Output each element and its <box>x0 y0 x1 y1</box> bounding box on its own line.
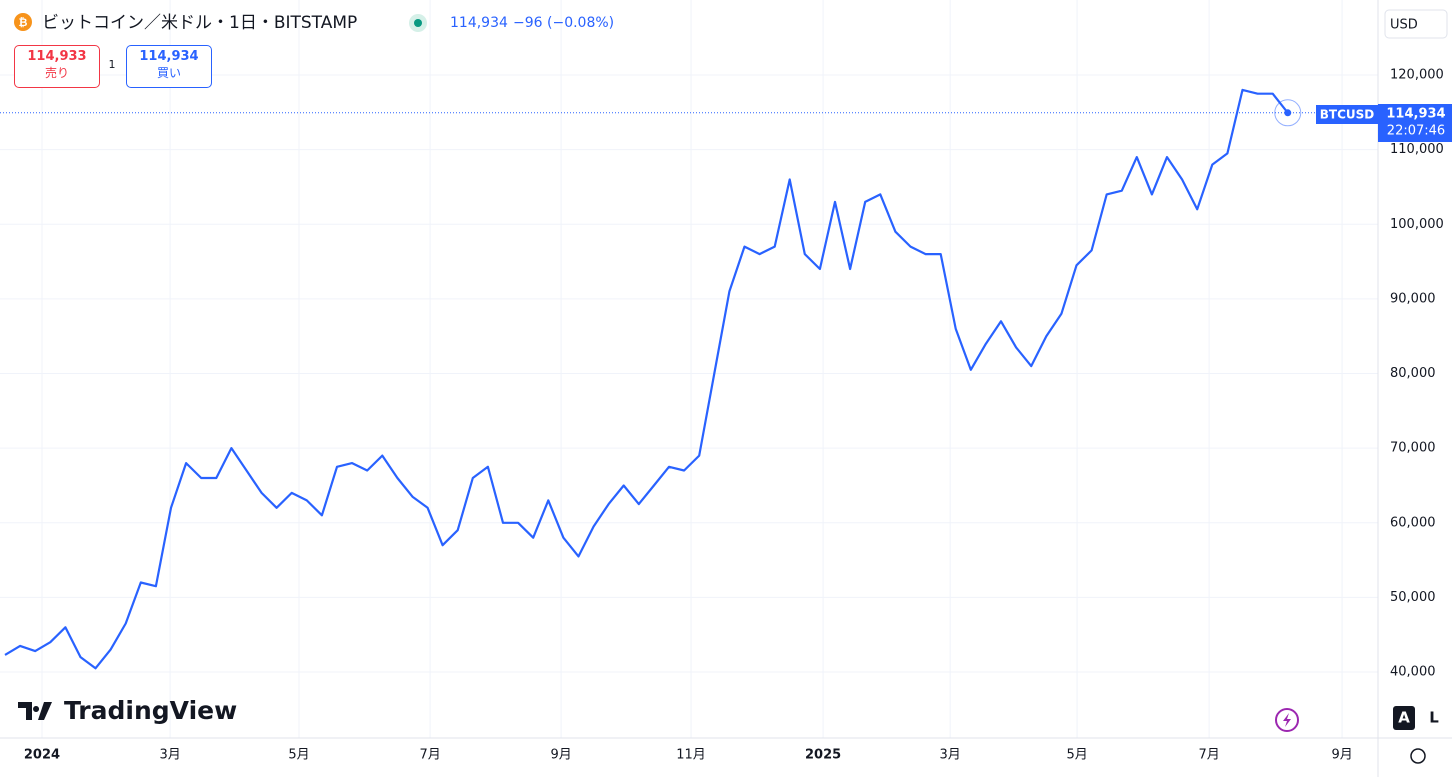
x-tick-label: 2025 <box>805 748 841 763</box>
settings-button[interactable] <box>1410 748 1426 764</box>
flash-icon <box>1283 713 1291 727</box>
buy-price: 114,934 <box>139 49 199 64</box>
y-tick-label: 110,000 <box>1390 142 1444 157</box>
log-label: L <box>1429 709 1439 727</box>
price-tag-price: 114,934 <box>1386 107 1445 122</box>
price-tag <box>1378 104 1452 142</box>
sell-button[interactable]: 114,933 売り <box>14 45 100 88</box>
logo-text: TradingView <box>64 696 237 725</box>
auto-label: A <box>1398 709 1410 727</box>
coin-symbol: ₿ <box>19 16 28 29</box>
symbol-tag-text: BTCUSD <box>1320 108 1375 122</box>
x-tick-label: 3月 <box>940 748 961 763</box>
x-tick-label: 9月 <box>1331 748 1352 763</box>
symbol-tag <box>1316 105 1378 124</box>
price-tag-countdown: 22:07:46 <box>1387 124 1445 139</box>
change: −96 (−0.08%) <box>513 15 614 31</box>
y-tick-label: 60,000 <box>1390 515 1436 530</box>
sell-price: 114,933 <box>27 49 87 64</box>
currency: USD <box>1390 18 1418 33</box>
x-tick-label: 5月 <box>288 748 309 763</box>
sell-label: 売り <box>44 66 69 80</box>
last-point-halo <box>1274 99 1302 127</box>
x-tick-label: 5月 <box>1066 748 1087 763</box>
buy-button[interactable]: 114,934 買い <box>126 45 212 88</box>
currency-select[interactable] <box>1384 9 1448 39</box>
buy-label: 買い <box>156 66 181 80</box>
y-tick-label: 100,000 <box>1390 217 1444 232</box>
x-tick-label: 9月 <box>550 748 571 763</box>
logo <box>18 702 52 720</box>
y-tick-label: 40,000 <box>1390 665 1436 680</box>
price-line <box>4 88 1289 670</box>
coin-icon <box>14 13 32 31</box>
status-dot <box>414 19 422 27</box>
symbol: ビットコイン／米ドル・1日・BITSTAMP <box>42 13 357 33</box>
x-tick-label: 7月 <box>1198 748 1219 763</box>
y-tick-label: 80,000 <box>1390 366 1436 381</box>
y-tick-label: 70,000 <box>1390 441 1436 456</box>
plot <box>0 88 1378 670</box>
x-tick-label: 3月 <box>159 748 180 763</box>
log-button[interactable] <box>1423 706 1445 730</box>
x-tick-label: 7月 <box>419 748 440 763</box>
y-tick-label: 120,000 <box>1390 68 1444 83</box>
quantity: 1 <box>109 58 116 71</box>
last-price: 114,934 <box>450 15 508 31</box>
x-tick-label: 2024 <box>24 748 60 763</box>
flash-button[interactable] <box>1275 708 1299 732</box>
grid <box>0 0 1378 738</box>
y-tick-label: 50,000 <box>1390 590 1436 605</box>
auto-button[interactable] <box>1393 706 1415 730</box>
y-tick-label: 90,000 <box>1390 291 1436 306</box>
x-tick-label: 11月 <box>676 748 706 763</box>
